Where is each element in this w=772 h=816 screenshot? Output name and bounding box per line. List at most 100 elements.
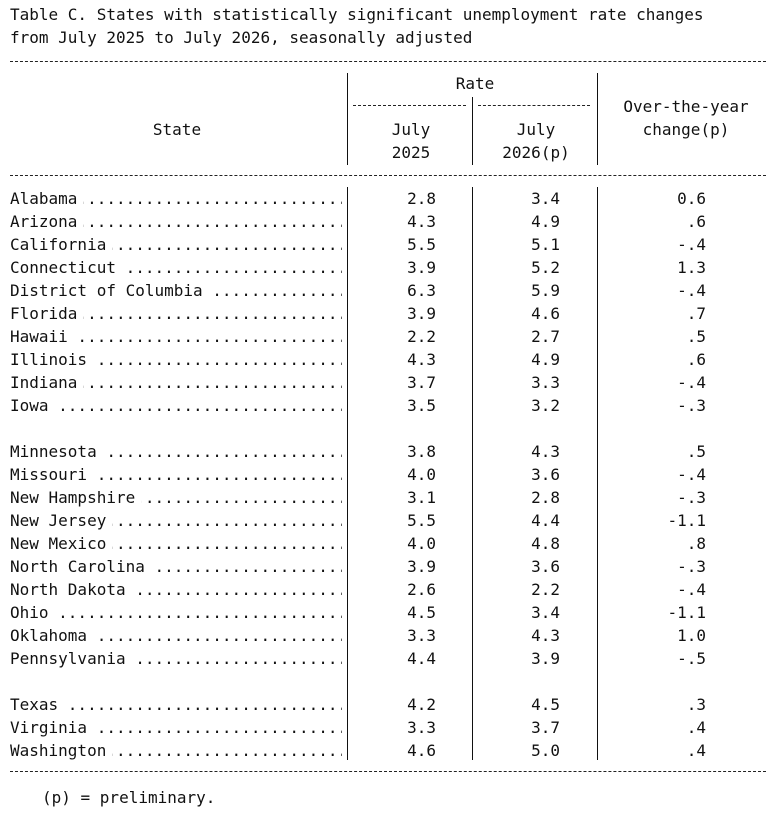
july-2025-rate: 3.9 <box>407 258 436 277</box>
july-2026-rate: 4.9 <box>531 350 560 369</box>
state-cell: District of Columbia <box>10 279 342 302</box>
july-2026-rate: 2.7 <box>531 327 560 346</box>
table-row: Connecticut 3.9 5.2 1.3 <box>0 256 772 279</box>
over-the-year-change: -.3 <box>677 488 706 507</box>
july-2025-rate: 4.3 <box>407 212 436 231</box>
state-name: North Dakota <box>10 580 132 599</box>
state-name: New Hampshire <box>10 488 142 507</box>
header-col2-line2: 2026(p) <box>502 143 570 162</box>
over-the-year-change: 1.0 <box>677 626 706 645</box>
state-cell: Ohio <box>10 601 342 624</box>
state-name: New Jersey <box>10 511 113 530</box>
table-row: Virginia 3.3 3.7 .4 <box>0 716 772 739</box>
rate-subrule-right <box>478 105 590 106</box>
july-2025-rate: 4.0 <box>407 534 436 553</box>
table-row: Ohio 4.5 3.4 -1.1 <box>0 601 772 624</box>
table-row: Florida 3.9 4.6 .7 <box>0 302 772 325</box>
july-2026-rate: 2.8 <box>531 488 560 507</box>
bottom-rule <box>10 771 766 772</box>
state-cell: Connecticut <box>10 256 342 279</box>
state-name: Ohio <box>10 603 55 622</box>
state-cell: Hawaii <box>10 325 342 348</box>
july-2026-rate: 4.8 <box>531 534 560 553</box>
july-2026-rate: 5.1 <box>531 235 560 254</box>
july-2025-rate: 3.5 <box>407 396 436 415</box>
state-cell: Minnesota <box>10 440 342 463</box>
table-row: Oklahoma 3.3 4.3 1.0 <box>0 624 772 647</box>
state-name: District of Columbia <box>10 281 209 300</box>
header-divider-1 <box>347 73 348 165</box>
over-the-year-change: -.3 <box>677 396 706 415</box>
over-the-year-change: .6 <box>686 350 706 369</box>
july-2026-rate: 3.6 <box>531 465 560 484</box>
over-the-year-change: -1.1 <box>667 511 706 530</box>
state-cell: Texas <box>10 693 342 716</box>
table-row: Indiana 3.7 3.3 -.4 <box>0 371 772 394</box>
july-2025-rate: 3.9 <box>407 557 436 576</box>
state-name: Illinois <box>10 350 94 369</box>
state-name: Arizona <box>10 212 84 231</box>
state-cell: New Hampshire <box>10 486 342 509</box>
state-cell: Oklahoma <box>10 624 342 647</box>
over-the-year-change: .4 <box>686 718 706 737</box>
body-divider-3 <box>597 187 598 760</box>
over-the-year-change: .4 <box>686 741 706 760</box>
table-row: Iowa 3.5 3.2 -.3 <box>0 394 772 417</box>
table-row: New Mexico 4.0 4.8 .8 <box>0 532 772 555</box>
body-divider-2 <box>472 187 473 760</box>
header-col2-line1: July <box>516 120 556 139</box>
july-2026-rate: 4.3 <box>531 442 560 461</box>
header-col1-line1: July <box>391 120 431 139</box>
table-row: North Carolina 3.9 3.6 -.3 <box>0 555 772 578</box>
table-row: Pennsylvania 4.4 3.9 -.5 <box>0 647 772 670</box>
july-2025-rate: 6.3 <box>407 281 436 300</box>
table-row: Texas 4.2 4.5 .3 <box>0 693 772 716</box>
over-the-year-change: -.4 <box>677 465 706 484</box>
july-2025-rate: 3.1 <box>407 488 436 507</box>
july-2026-rate: 4.5 <box>531 695 560 714</box>
over-the-year-change: -.4 <box>677 235 706 254</box>
july-2025-rate: 3.9 <box>407 304 436 323</box>
state-name: Minnesota <box>10 442 103 461</box>
over-the-year-change: .8 <box>686 534 706 553</box>
state-name: Iowa <box>10 396 55 415</box>
over-the-year-change: .5 <box>686 327 706 346</box>
over-the-year-change: .3 <box>686 695 706 714</box>
state-cell: New Mexico <box>10 532 342 555</box>
state-cell: Iowa <box>10 394 342 417</box>
july-2025-rate: 3.3 <box>407 626 436 645</box>
state-name: Pennsylvania <box>10 649 132 668</box>
header-col3-line2: change(p) <box>642 120 730 139</box>
over-the-year-change: 1.3 <box>677 258 706 277</box>
july-2025-rate: 2.6 <box>407 580 436 599</box>
table-row: California 5.5 5.1 -.4 <box>0 233 772 256</box>
over-the-year-change: .6 <box>686 212 706 231</box>
table-row: North Dakota 2.6 2.2 -.4 <box>0 578 772 601</box>
state-cell: California <box>10 233 342 256</box>
july-2025-rate: 4.0 <box>407 465 436 484</box>
state-cell: Florida <box>10 302 342 325</box>
state-name: New Mexico <box>10 534 113 553</box>
over-the-year-change: .7 <box>686 304 706 323</box>
table-row: Missouri 4.0 3.6 -.4 <box>0 463 772 486</box>
state-name: Missouri <box>10 465 94 484</box>
header-state: State <box>152 120 202 139</box>
state-name: Virginia <box>10 718 94 737</box>
over-the-year-change: .5 <box>686 442 706 461</box>
state-cell: North Carolina <box>10 555 342 578</box>
state-name: North Carolina <box>10 557 151 576</box>
july-2026-rate: 3.3 <box>531 373 560 392</box>
over-the-year-change: -.5 <box>677 649 706 668</box>
state-name: Florida <box>10 304 84 323</box>
body-divider-1 <box>347 187 348 760</box>
table-row: Washington 4.6 5.0 .4 <box>0 739 772 762</box>
over-the-year-change: -.4 <box>677 281 706 300</box>
table-row: New Hampshire 3.1 2.8 -.3 <box>0 486 772 509</box>
july-2026-rate: 4.4 <box>531 511 560 530</box>
state-cell: Virginia <box>10 716 342 739</box>
july-2026-rate: 5.2 <box>531 258 560 277</box>
july-2026-rate: 3.9 <box>531 649 560 668</box>
header-divider-2 <box>472 97 473 165</box>
state-cell: New Jersey <box>10 509 342 532</box>
table-row: New Jersey 5.5 4.4 -1.1 <box>0 509 772 532</box>
